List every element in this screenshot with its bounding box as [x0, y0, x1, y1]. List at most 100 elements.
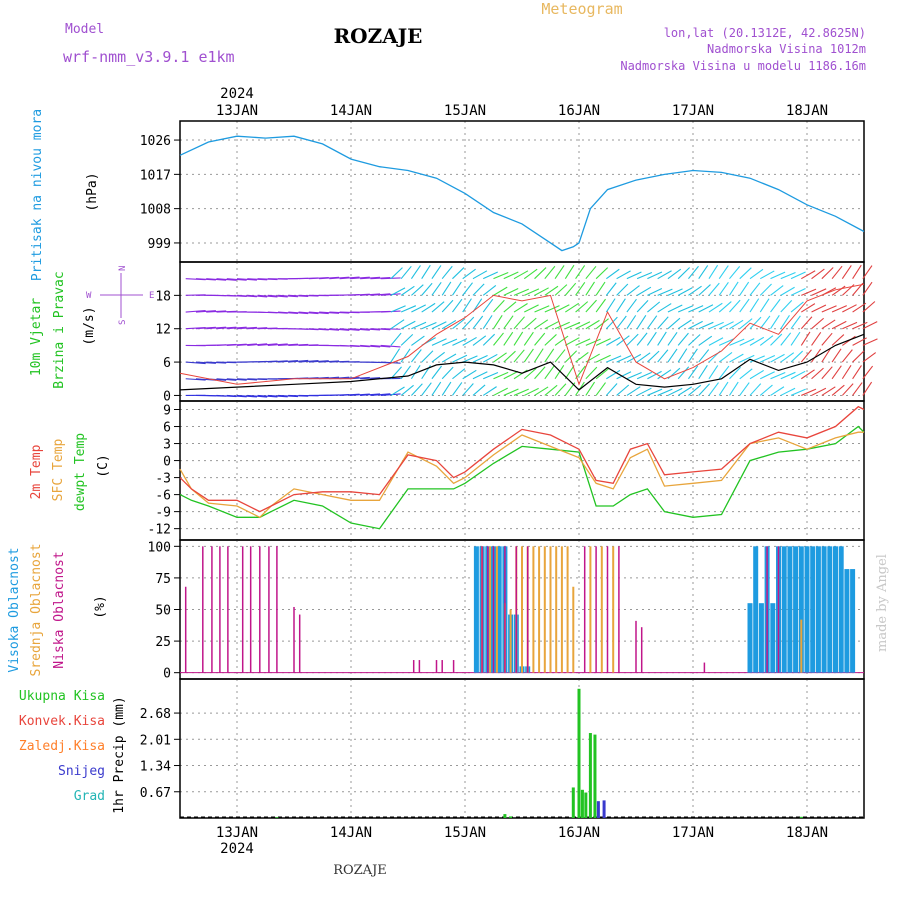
wind-arrow: [462, 383, 474, 396]
precip-total-bar: [503, 814, 507, 818]
precip-total-bar: [509, 816, 513, 818]
wind-arrow: [646, 315, 658, 330]
top-day-label: 17JAN: [672, 103, 714, 119]
pressure-ytick-label-3: 1026: [140, 134, 171, 149]
cloud-low-bar: [298, 614, 301, 673]
wind-arrow: [503, 331, 514, 346]
wind-arrow: [595, 338, 611, 346]
wind-arrow: [667, 288, 683, 296]
wind-arrow: [718, 365, 730, 380]
wind-arrow: [575, 365, 586, 380]
wind-arrow: [595, 318, 609, 330]
wind-arrow: [390, 319, 405, 330]
precip-total-bar: [593, 734, 597, 818]
wind-arrow: [319, 328, 340, 331]
wind-arrow: [729, 338, 745, 346]
wind-arrow: [554, 265, 565, 279]
wind-arrow: [647, 301, 661, 313]
wind-arrow: [370, 293, 391, 296]
cloud-low-bar: [504, 546, 506, 673]
wind-arrow: [503, 271, 519, 280]
wind-arrow: [790, 350, 804, 363]
wind-arrow: [667, 304, 683, 313]
wind-arrow: [801, 388, 817, 396]
cloud-low-bar: [241, 546, 244, 673]
wind-arrow: [564, 264, 575, 279]
wind-arrow: [862, 338, 878, 346]
wind-arrow: [554, 365, 565, 380]
wind-arrow: [472, 283, 485, 296]
wind-arrow: [606, 336, 621, 346]
wind-arrow: [595, 354, 611, 363]
wind-arrow: [462, 282, 473, 296]
wind-arrow: [493, 314, 503, 330]
precip-ytick-label-0: 0.67: [140, 786, 171, 801]
cloud-low-bar: [492, 546, 495, 673]
wind-arrow: [400, 348, 411, 363]
wind-arrow: [380, 310, 401, 313]
wind-arrow: [329, 276, 350, 280]
legend-conv-rain: Konvek.Kisa: [19, 714, 105, 729]
wind-arrow: [852, 365, 862, 380]
wind-arrow: [647, 370, 662, 380]
wind-arrow: [410, 349, 422, 363]
wind-arrow: [749, 316, 762, 330]
bottom-day-label: 13JAN: [216, 825, 258, 841]
wind-arrow: [739, 281, 750, 296]
wind-arrow: [503, 370, 519, 380]
wind-arrow: [278, 311, 299, 315]
wind-arrow: [360, 393, 381, 396]
temp-unit: (C): [96, 454, 111, 477]
wind-arrow: [605, 383, 618, 396]
cloud-high-bar: [833, 546, 838, 673]
wind-arrow: [257, 278, 278, 281]
elevation-text: Nadmorska Visina 1012m: [707, 42, 866, 56]
wind-arrow: [729, 381, 739, 396]
wind-arrow: [729, 366, 741, 380]
wind-arrow: [236, 294, 257, 298]
wind-arrow: [585, 366, 598, 380]
wind-arrow: [708, 302, 723, 313]
wind-arrow: [708, 264, 719, 279]
pressure-ytick-label-0: 999: [148, 237, 171, 252]
wind-arrow: [278, 294, 299, 298]
wind-arrow: [790, 271, 806, 280]
cloud-low-bar: [259, 546, 261, 673]
wind-arrow: [718, 338, 735, 346]
wind-arrow: [288, 359, 309, 363]
precip-total-bar: [577, 688, 581, 818]
cloud-high-bar: [804, 546, 810, 673]
wind-arrow: [841, 349, 853, 363]
wind-arrow: [534, 287, 549, 296]
wind-arrow: [698, 284, 711, 296]
wind-arrow: [688, 285, 702, 296]
wind-arrow: [677, 305, 694, 313]
temperature-ytick-label-3: -3: [155, 472, 171, 487]
wind-arrow: [390, 287, 406, 296]
wind-arrow: [729, 281, 739, 296]
wind-arrow: [441, 381, 452, 396]
temperature-ytick-label-0: -12: [148, 523, 171, 538]
wind-arrow: [544, 265, 556, 280]
wind-arrow: [657, 303, 672, 313]
wind-arrow: [472, 315, 484, 330]
cloud-low-bar: [268, 546, 270, 673]
wind-arrow: [483, 371, 499, 380]
wind-arrow: [349, 276, 370, 280]
cloud-low-bar: [418, 660, 421, 673]
wind-arrow: [852, 302, 867, 313]
wind-arrow: [390, 366, 402, 380]
wind-arrow: [852, 321, 868, 330]
wind-arrow: [749, 282, 761, 296]
wind-arrow: [585, 338, 601, 346]
wind-arrow: [411, 383, 423, 396]
cloud-high-bar: [798, 546, 804, 673]
wind-arrow: [657, 288, 673, 296]
wind-arrow: [565, 321, 581, 330]
wind-arrow: [575, 265, 586, 279]
credit-text: made by Angel: [875, 554, 890, 652]
wind-arrow: [677, 386, 693, 396]
wind-arrow: [216, 326, 237, 330]
wind-arrow: [472, 270, 488, 280]
wind-arrow: [216, 278, 237, 281]
